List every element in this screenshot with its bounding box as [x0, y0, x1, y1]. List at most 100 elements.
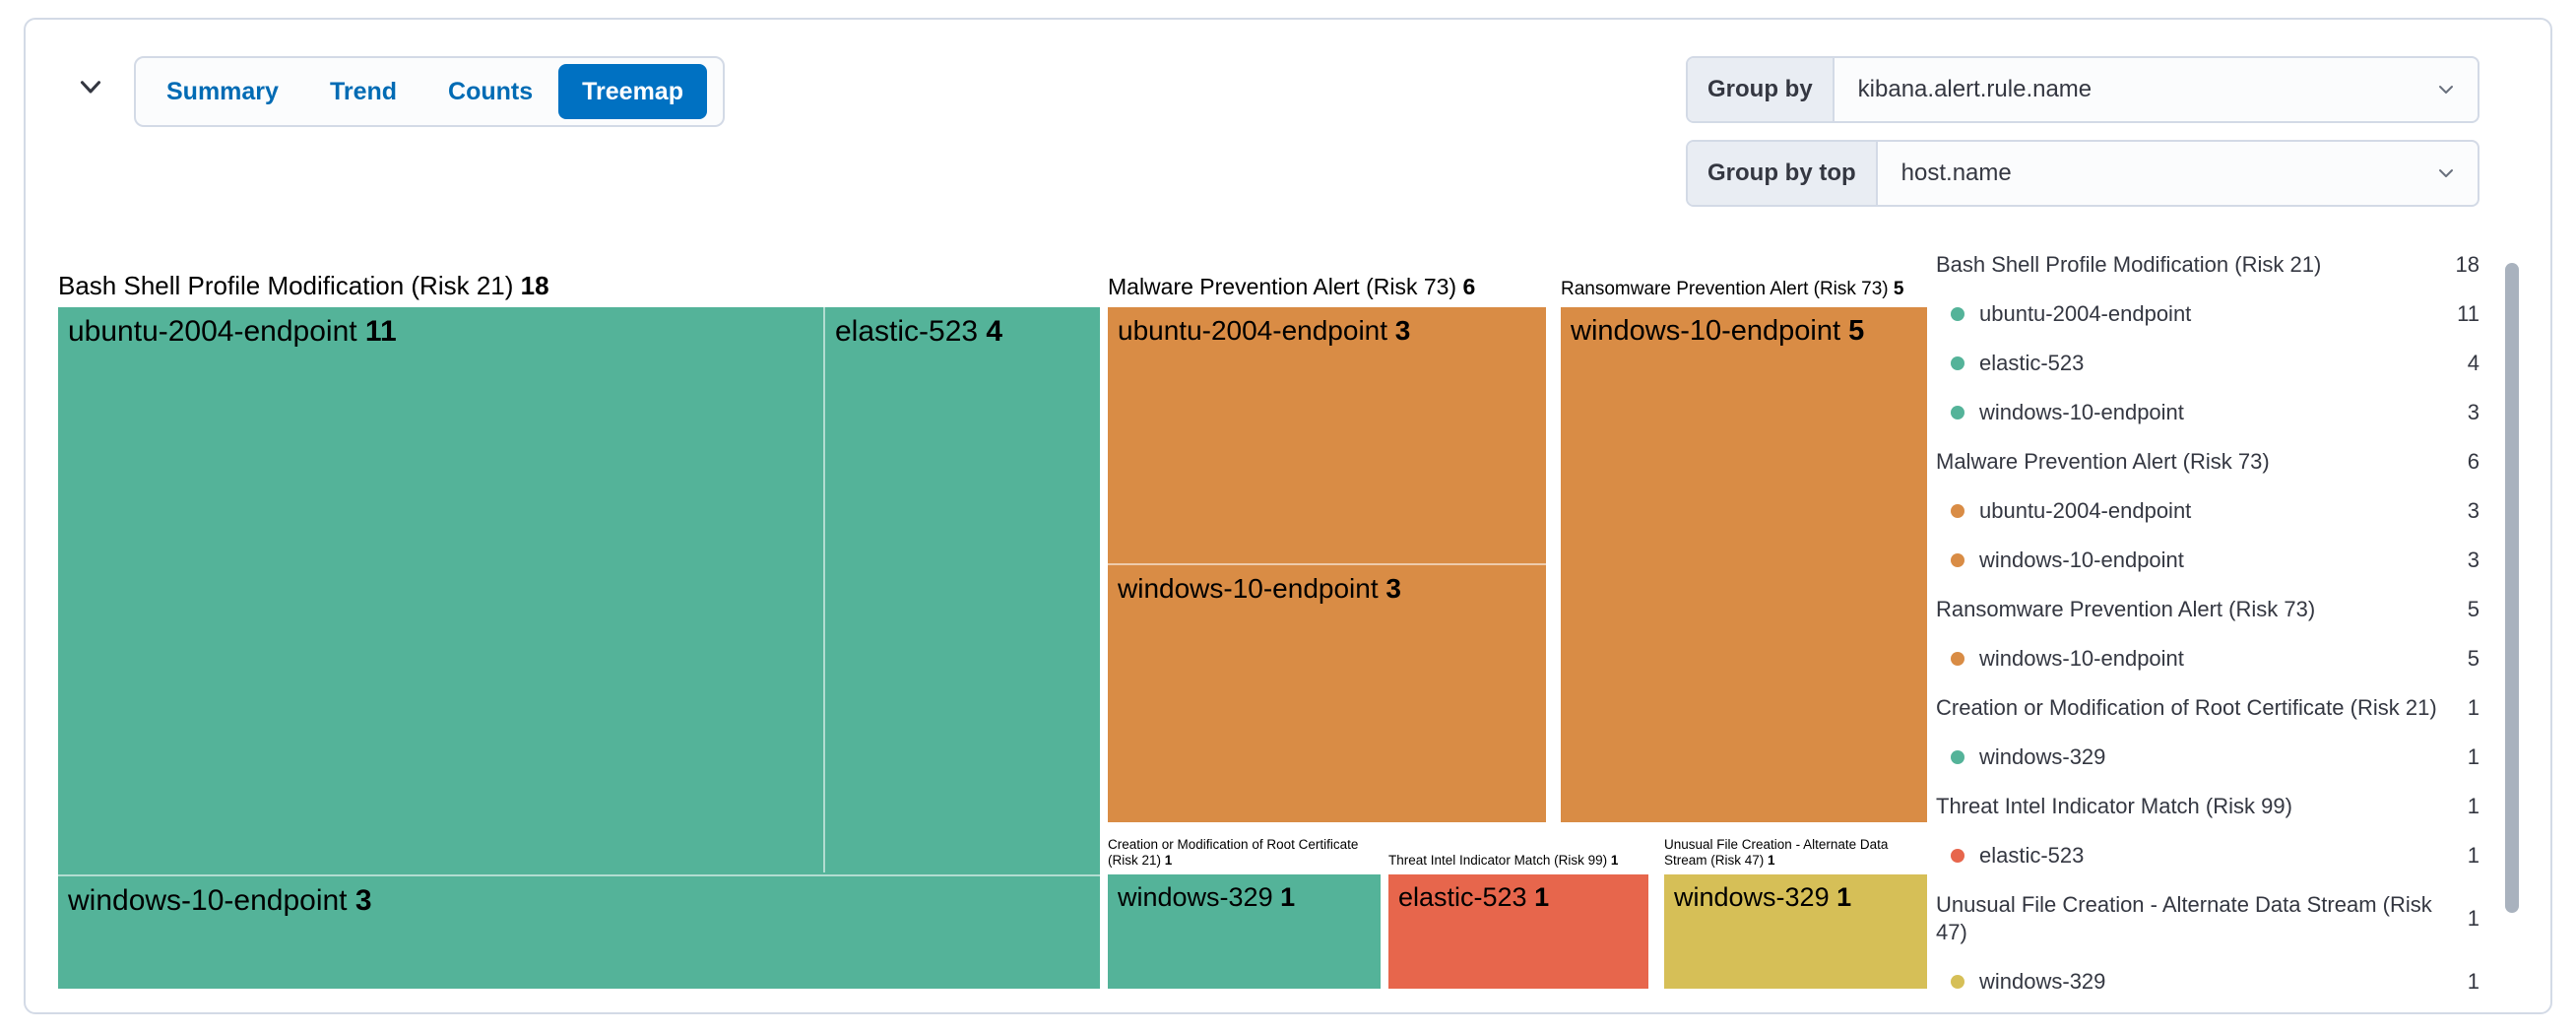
legend-color-dot	[1951, 652, 1964, 666]
alerts-panel: Summary Trend Counts Treemap Group by ki…	[24, 18, 2552, 1014]
legend-host-row[interactable]: windows-329 1	[1936, 957, 2479, 1006]
legend-count: 1	[2467, 969, 2479, 994]
legend-label: windows-10-endpoint	[1979, 548, 2184, 572]
legend-group-row[interactable]: Threat Intel Indicator Match (Risk 99) 1	[1936, 782, 2479, 831]
treemap-group[interactable]: windows-10-endpoint 5	[1561, 307, 1927, 822]
treemap-cell-label: ubuntu-2004-endpoint 11	[68, 315, 397, 348]
treemap-group-label: Bash Shell Profile Modification (Risk 21…	[58, 270, 549, 300]
legend-host-row[interactable]: windows-10-endpoint 5	[1936, 634, 2479, 683]
treemap-cell[interactable]: windows-10-endpoint 5	[1561, 307, 1927, 822]
legend-count: 5	[2467, 646, 2479, 671]
treemap-cell-label: windows-329 1	[1674, 882, 1852, 912]
legend-label: Malware Prevention Alert (Risk 73)	[1936, 449, 2270, 474]
legend-label: windows-329	[1979, 744, 2106, 769]
chart-view-tabs: Summary Trend Counts Treemap	[134, 56, 725, 127]
chevron-down-icon[interactable]	[2434, 58, 2478, 121]
chevron-down-icon[interactable]	[2434, 142, 2478, 205]
legend-label: Bash Shell Profile Modification (Risk 21…	[1936, 252, 2322, 277]
treemap-cell[interactable]: windows-10-endpoint 3	[1108, 565, 1546, 822]
legend-host-row[interactable]: windows-10-endpoint 3	[1936, 388, 2479, 437]
legend-label: ubuntu-2004-endpoint	[1979, 498, 2192, 523]
legend-host-row[interactable]: elastic-523 1	[1936, 831, 2479, 880]
tab-trend[interactable]: Trend	[304, 58, 422, 125]
treemap-cell-label: windows-10-endpoint 3	[1118, 573, 1401, 604]
treemap-group[interactable]: ubuntu-2004-endpoint 3 windows-10-endpoin…	[1108, 307, 1546, 822]
treemap-cell-label: windows-329 1	[1118, 882, 1296, 912]
legend-group-row[interactable]: Creation or Modification of Root Certifi…	[1936, 683, 2479, 733]
legend-group-row[interactable]: Bash Shell Profile Modification (Risk 21…	[1936, 240, 2479, 290]
legend-group-row[interactable]: Ransomware Prevention Alert (Risk 73) 5	[1936, 585, 2479, 634]
treemap-cell[interactable]: windows-10-endpoint 3	[58, 876, 1100, 989]
group-by-select: Group by kibana.alert.rule.name	[1686, 56, 2479, 123]
legend-label: elastic-523	[1979, 843, 2085, 868]
group-by-top-value[interactable]: host.name	[1900, 160, 2012, 186]
legend-scrollbar[interactable]	[2505, 263, 2519, 913]
treemap-cell[interactable]: elastic-523 1	[1388, 874, 1648, 989]
group-by-value[interactable]: kibana.alert.rule.name	[1857, 76, 2093, 102]
treemap-cell[interactable]: ubuntu-2004-endpoint 11	[58, 307, 822, 872]
legend-color-dot	[1951, 307, 1964, 321]
treemap-cell-divider	[1108, 563, 1546, 565]
treemap-group-label: Unusual File Creation - Alternate Data S…	[1664, 836, 1889, 868]
legend-count: 3	[2467, 498, 2479, 523]
treemap-group-label: Malware Prevention Alert (Risk 73) 6	[1108, 274, 1476, 300]
treemap-group[interactable]: elastic-523 1	[1388, 874, 1648, 989]
treemap-cell-divider	[58, 874, 1100, 876]
treemap-cell[interactable]: elastic-523 4	[825, 307, 1100, 872]
treemap-group-label: Creation or Modification of Root Certifi…	[1108, 836, 1359, 868]
treemap-group[interactable]: ubuntu-2004-endpoint 11 elastic-523 4 wind…	[58, 307, 1100, 989]
legend-host-row[interactable]: windows-10-endpoint 3	[1936, 536, 2479, 585]
legend-count: 1	[2467, 843, 2479, 868]
legend-host-row[interactable]: ubuntu-2004-endpoint 3	[1936, 486, 2479, 536]
treemap-cell[interactable]: windows-329 1	[1664, 874, 1927, 989]
treemap-chart: Bash Shell Profile Modification (Risk 21…	[58, 248, 1927, 989]
legend-count: 6	[2467, 449, 2479, 474]
legend-color-dot	[1951, 750, 1964, 764]
treemap-legend: Bash Shell Profile Modification (Risk 21…	[1936, 240, 2479, 1006]
legend-host-row[interactable]: windows-329 1	[1936, 733, 2479, 782]
chevron-down-icon	[74, 70, 107, 103]
treemap-group[interactable]: windows-329 1	[1108, 874, 1381, 989]
legend-group-row[interactable]: Unusual File Creation - Alternate Data S…	[1936, 880, 2479, 957]
legend-count: 3	[2467, 548, 2479, 572]
group-by-label: Group by	[1688, 58, 1835, 121]
legend-count: 1	[2467, 906, 2479, 931]
treemap-cell-label: elastic-523 4	[835, 315, 1003, 348]
group-by-top-select: Group by top host.name	[1686, 140, 2479, 207]
treemap-cell-label: ubuntu-2004-endpoint 3	[1118, 315, 1411, 346]
legend-label: windows-10-endpoint	[1979, 646, 2184, 671]
tab-treemap[interactable]: Treemap	[558, 64, 707, 119]
treemap-cell-label: windows-10-endpoint 3	[68, 884, 372, 917]
legend-count: 3	[2467, 400, 2479, 424]
legend-count: 4	[2467, 351, 2479, 375]
tab-counts[interactable]: Counts	[422, 58, 558, 125]
legend-count: 1	[2467, 794, 2479, 818]
legend-label: Unusual File Creation - Alternate Data S…	[1936, 892, 2432, 944]
treemap-cell-label: elastic-523 1	[1398, 882, 1550, 912]
legend-label: Threat Intel Indicator Match (Risk 99)	[1936, 794, 2292, 818]
legend-count: 18	[2455, 252, 2479, 277]
legend-count: 5	[2467, 597, 2479, 621]
legend-count: 1	[2467, 744, 2479, 769]
treemap-group[interactable]: windows-329 1	[1664, 874, 1927, 989]
collapse-panel-button[interactable]	[67, 63, 114, 110]
legend-count: 11	[2457, 301, 2479, 326]
treemap-group-label: Ransomware Prevention Alert (Risk 73) 5	[1561, 279, 1904, 300]
group-by-top-label: Group by top	[1688, 142, 1878, 205]
legend-label: Creation or Modification of Root Certifi…	[1936, 695, 2437, 720]
legend-host-row[interactable]: ubuntu-2004-endpoint 11	[1936, 290, 2479, 339]
legend-count: 1	[2467, 695, 2479, 720]
legend-group-row[interactable]: Malware Prevention Alert (Risk 73) 6	[1936, 437, 2479, 486]
legend-label: windows-10-endpoint	[1979, 400, 2184, 424]
treemap-cell-divider	[823, 307, 825, 872]
treemap-cell-label: windows-10-endpoint 5	[1571, 315, 1865, 347]
legend-color-dot	[1951, 356, 1964, 370]
legend-host-row[interactable]: elastic-523 4	[1936, 339, 2479, 388]
treemap-cell[interactable]: windows-329 1	[1108, 874, 1381, 989]
legend-color-dot	[1951, 504, 1964, 518]
legend-color-dot	[1951, 849, 1964, 863]
legend-label: elastic-523	[1979, 351, 2085, 375]
legend-label: windows-329	[1979, 969, 2106, 994]
treemap-cell[interactable]: ubuntu-2004-endpoint 3	[1108, 307, 1546, 563]
tab-summary[interactable]: Summary	[141, 58, 304, 125]
